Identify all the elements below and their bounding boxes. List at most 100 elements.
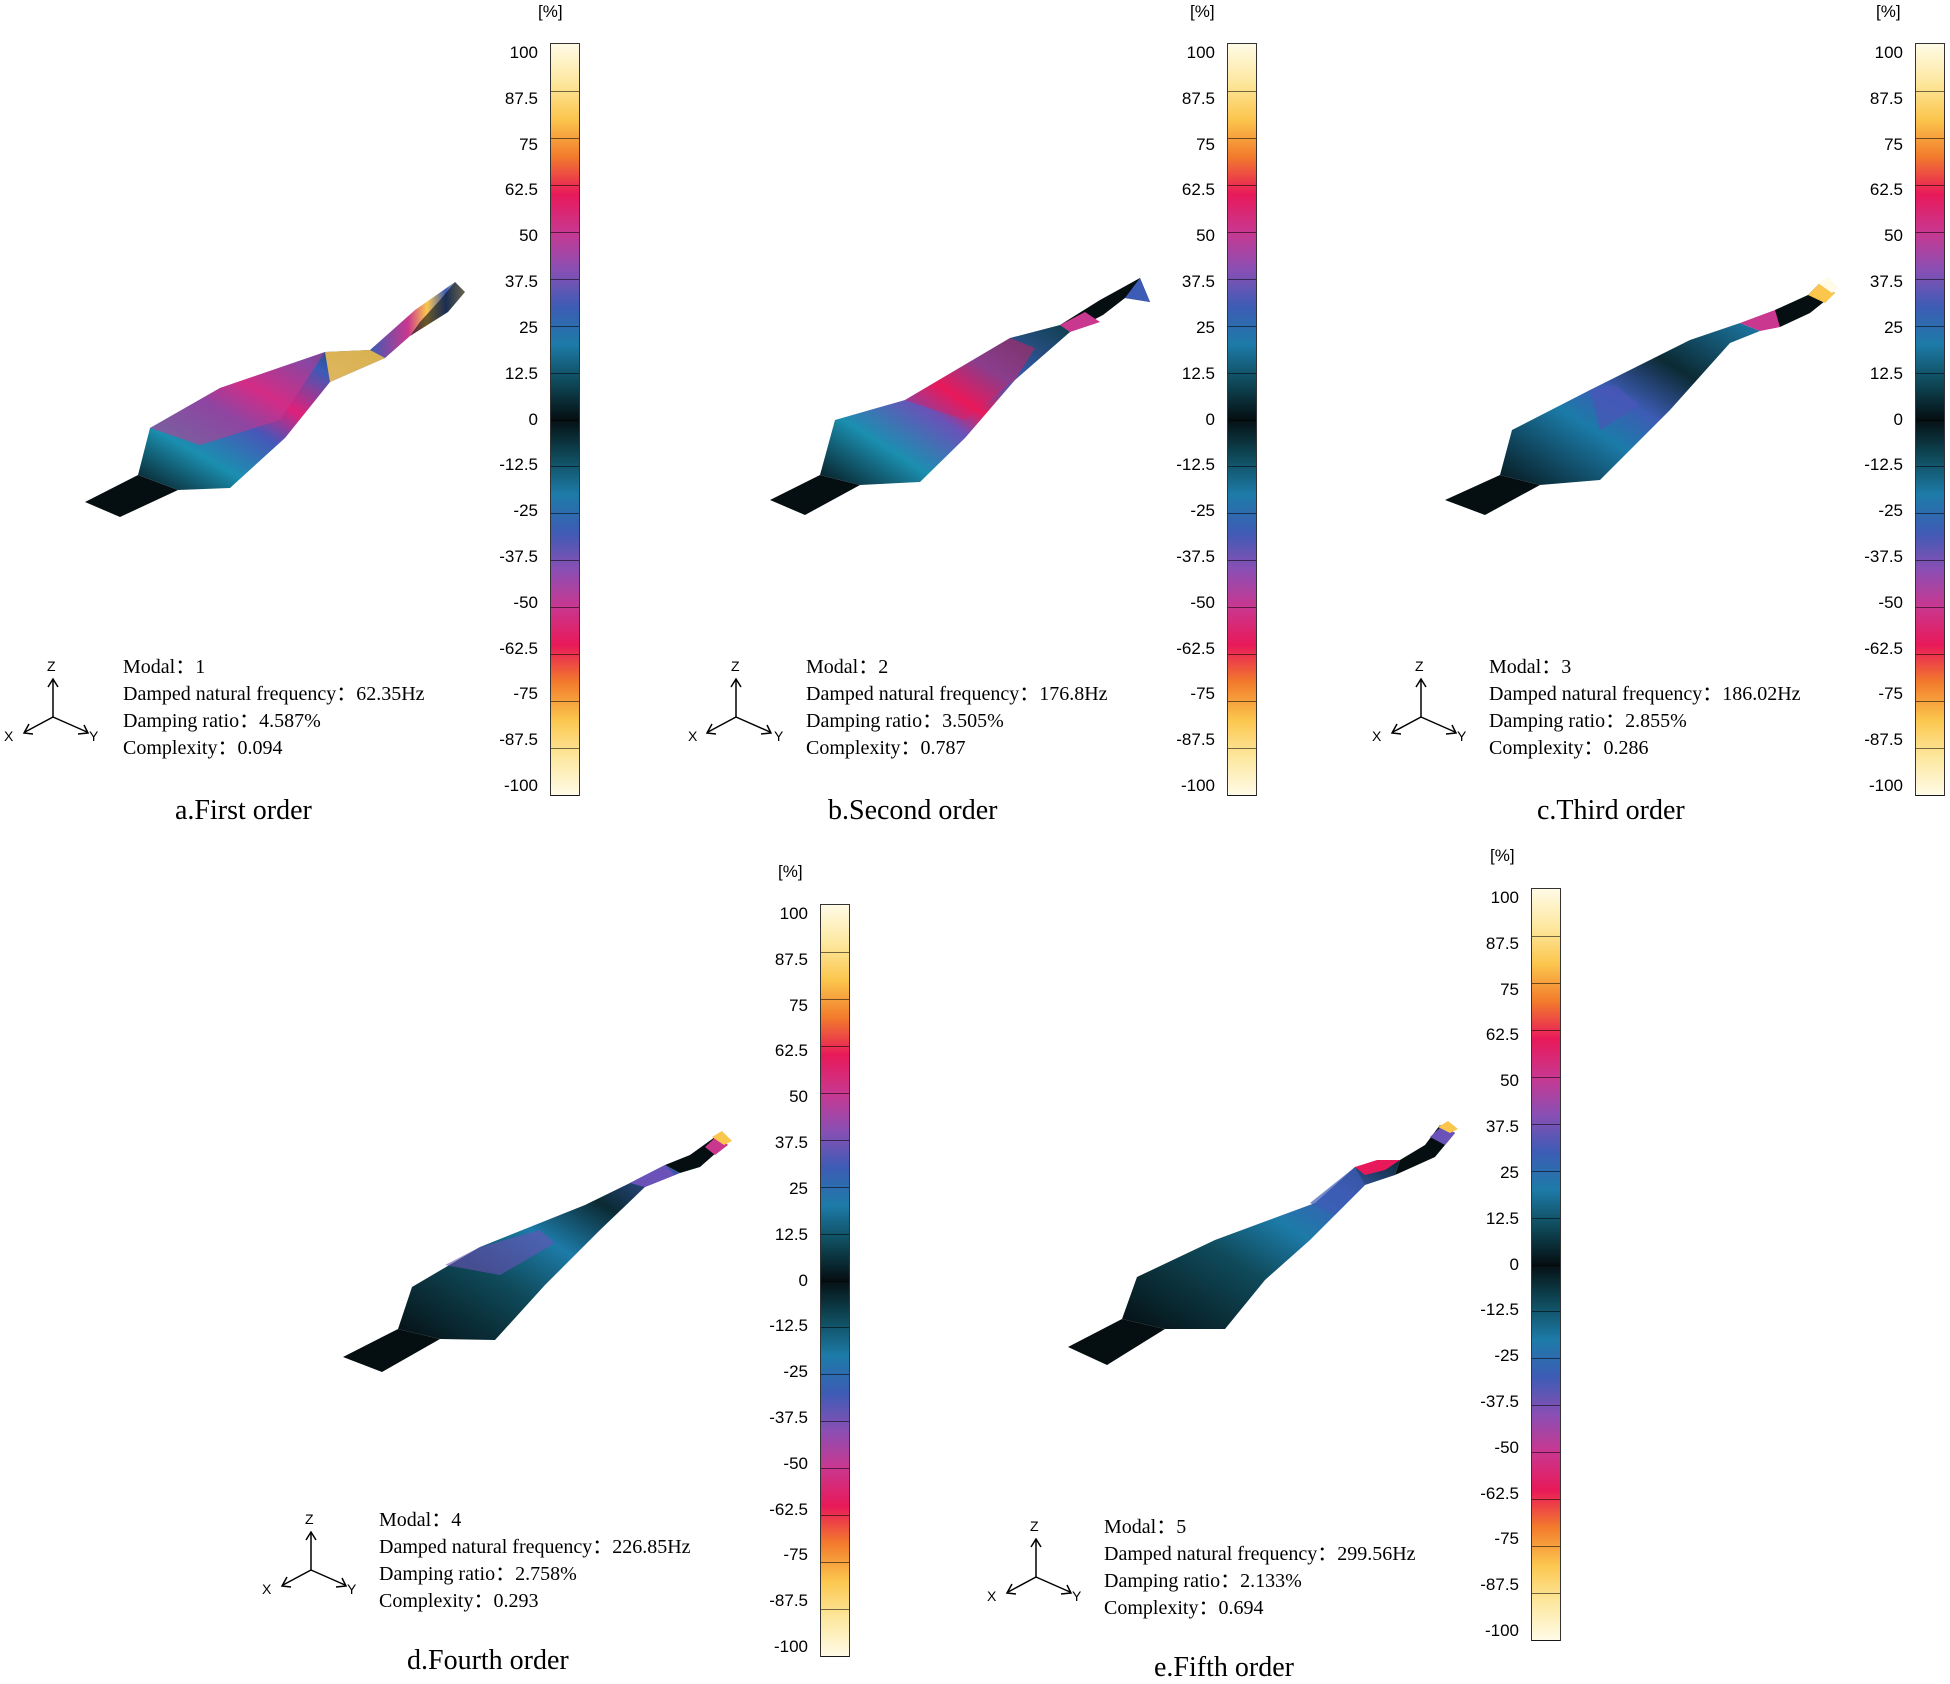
scale-separator: [821, 1421, 849, 1423]
scale-tick-label: 100: [779, 904, 808, 923]
scale-tick-label: -62.5: [499, 638, 538, 658]
scale-tick-label: 37.5: [504, 272, 538, 292]
scale-separator: [551, 513, 579, 515]
scale-separator: [821, 1656, 849, 1657]
scale-separator: [1532, 1076, 1560, 1078]
scale-separator: [1916, 231, 1944, 233]
scale-separator: [1532, 1593, 1560, 1595]
modal-line: Modal：2: [806, 656, 889, 678]
scale-tick-label: -12.5: [1480, 1300, 1519, 1320]
scale-separator: [1916, 466, 1944, 468]
color-scale-bar: [1531, 888, 1561, 1641]
third-order-mode-shape: [1445, 277, 1838, 515]
scale-tick-label: -75: [1494, 1529, 1519, 1549]
scale-tick-label: -12.5: [1864, 455, 1903, 475]
scale-separator: [551, 466, 579, 468]
scale-tick-label: 75: [519, 134, 538, 154]
scale-tick-label: 62.5: [774, 1041, 808, 1061]
scale-separator: [1228, 513, 1256, 515]
scale-separator: [1532, 1499, 1560, 1501]
scale-tick-label: -37.5: [769, 1407, 808, 1427]
scale-tick-label: -100: [503, 776, 538, 795]
color-scale-bar: [820, 904, 850, 1657]
scale-tick-label: 75: [1500, 979, 1519, 999]
axis-y-label: Y: [1072, 1588, 1082, 1604]
scale-tick-label: 0: [1205, 409, 1215, 429]
scale-tick-label: 12.5: [774, 1224, 808, 1244]
scale-tick-label: -87.5: [769, 1591, 808, 1611]
scale-tick-label: 12.5: [504, 363, 538, 383]
scale-separator: [1916, 513, 1944, 515]
scale-separator: [1532, 1311, 1560, 1313]
frequency-line: Damped natural frequency：226.85Hz: [379, 1536, 691, 1558]
scale-tick-label: 25: [789, 1178, 808, 1198]
complexity-line: Complexity：0.694: [1104, 1597, 1264, 1619]
scale-tick-label: -87.5: [1176, 730, 1215, 750]
scale-separator: [1532, 1123, 1560, 1125]
scale-tick-label: -62.5: [1864, 638, 1903, 658]
coordinate-axes: [705, 677, 773, 735]
scale-tick-label: -25: [1494, 1346, 1519, 1366]
scale-separator: [1916, 325, 1944, 327]
scale-tick-label: -25: [513, 501, 538, 521]
scale-tick-label: -75: [513, 684, 538, 704]
damping-line: Damping ratio：3.505%: [806, 710, 1004, 732]
axis-z-label: Z: [305, 1511, 314, 1527]
scale-separator: [551, 607, 579, 609]
scale-separator: [551, 278, 579, 280]
scale-separator: [1228, 419, 1256, 421]
scale-tick-label: -75: [1190, 684, 1215, 704]
axis-y-label: Y: [1457, 728, 1467, 744]
scale-tick-label: -37.5: [1864, 546, 1903, 566]
damping-line: Damping ratio：4.587%: [123, 710, 321, 732]
scale-tick-label: -25: [783, 1362, 808, 1382]
scale-separator: [1532, 982, 1560, 984]
panel-caption: d.Fourth order: [407, 1645, 569, 1676]
scale-tick-label: -50: [1878, 592, 1903, 612]
axis-y-label: Y: [774, 728, 784, 744]
scale-tick-label: -62.5: [1480, 1483, 1519, 1503]
color-scale-bar: [550, 43, 580, 796]
scale-tick-label: -25: [1878, 501, 1903, 521]
scale-tick-label: 12.5: [1181, 363, 1215, 383]
fifth-order-mode-shape: [1068, 1121, 1458, 1365]
scale-tick-label: 100: [1874, 43, 1903, 62]
scale-tick-label: -75: [1878, 684, 1903, 704]
scale-separator: [551, 795, 579, 796]
scale-tick-label: -87.5: [1864, 730, 1903, 750]
frequency-line: Damped natural frequency：299.56Hz: [1104, 1543, 1416, 1565]
scale-tick-label: -37.5: [1176, 546, 1215, 566]
scale-separator: [551, 372, 579, 374]
panel-caption: c.Third order: [1537, 795, 1685, 826]
scale-separator: [821, 1139, 849, 1141]
scale-tick-label: -62.5: [769, 1499, 808, 1519]
scale-separator: [551, 419, 579, 421]
scale-separator: [1228, 795, 1256, 796]
scale-separator: [1916, 90, 1944, 92]
scale-tick-label: -50: [783, 1453, 808, 1473]
axis-x-label: X: [4, 728, 14, 744]
scale-tick-label: 37.5: [774, 1133, 808, 1153]
scale-separator: [821, 1468, 849, 1470]
scale-tick-label: 100: [509, 43, 538, 62]
scale-tick-label: 25: [1500, 1162, 1519, 1182]
scale-tick-label: 87.5: [1869, 88, 1903, 108]
scale-separator: [551, 137, 579, 139]
scale-separator: [551, 654, 579, 656]
scale-tick-label: -25: [1190, 501, 1215, 521]
scale-separator: [1228, 184, 1256, 186]
color-scale-bar: [1227, 43, 1257, 796]
scale-tick-label: 87.5: [774, 949, 808, 969]
scale-separator: [551, 748, 579, 750]
scale-separator: [1916, 560, 1944, 562]
scale-tick-label: 62.5: [504, 180, 538, 200]
scale-tick-label: 50: [1196, 226, 1215, 246]
fourth-order-mode-shape: [343, 1131, 732, 1372]
scale-tick-label: 0: [1509, 1254, 1519, 1274]
scale-tick-label: 50: [1884, 226, 1903, 246]
scale-tick-label: -100: [773, 1637, 808, 1656]
frequency-line: Damped natural frequency：176.8Hz: [806, 683, 1108, 705]
scale-separator: [1228, 466, 1256, 468]
scale-separator: [1916, 701, 1944, 703]
scale-tick-label: 50: [1500, 1071, 1519, 1091]
